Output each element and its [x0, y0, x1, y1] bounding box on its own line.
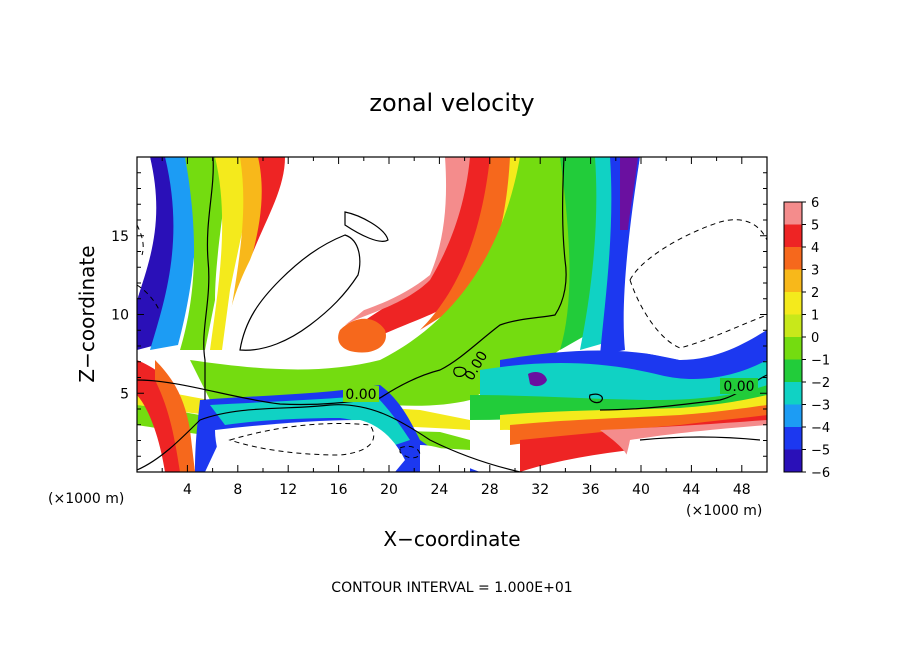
x-tick-label-7: 32 [531, 482, 549, 498]
y-tick-label-2: 15 [111, 229, 129, 245]
void-left-upper [137, 157, 155, 300]
zero-contour-main [137, 157, 567, 406]
colorbar-swatch-2 [784, 247, 802, 270]
colorbar-swatch-8 [784, 382, 802, 405]
colorbar-label-5: 1 [811, 309, 819, 324]
zero-contour-void-upper [239, 234, 361, 351]
colorbar-label-10: −4 [811, 421, 830, 436]
contour-lines [137, 157, 767, 472]
colorbar-swatch-4 [784, 292, 802, 315]
colorbar-label-8: −2 [811, 376, 830, 391]
colorbar-label-7: −1 [811, 354, 830, 369]
colorbar-swatch-11 [784, 449, 802, 472]
x-tick-label-3: 16 [330, 482, 348, 498]
neg-contour-lower-mid [399, 445, 421, 459]
contour-label-2: 0.00 [723, 379, 754, 395]
x-axis-label: X−coordinate [383, 527, 520, 551]
x-tick-label-6: 28 [481, 482, 499, 498]
colorbar-label-1: 5 [811, 219, 819, 234]
void-lower-mid [420, 445, 470, 472]
void-lower-left [215, 420, 405, 472]
colorbar-swatch-9 [784, 404, 802, 427]
field-mid-purple-spot [528, 372, 547, 387]
colorbar-label-2: 4 [811, 241, 819, 256]
field-mid-red-spot [338, 318, 386, 353]
colorbar-swatch-0 [784, 202, 802, 225]
colorbar-swatch-1 [784, 224, 802, 247]
neg-contour-left-top [137, 224, 144, 256]
colorbar-label-4: 2 [811, 286, 819, 301]
y-tick-label-1: 10 [111, 308, 129, 324]
contour-interval-text: CONTOUR INTERVAL = 1.000E+01 [331, 580, 572, 596]
contour-label-1: 0.00 [345, 387, 376, 403]
x-tick-label-11: 48 [733, 482, 751, 498]
colorbar-label-11: −5 [811, 444, 830, 459]
x-tick-label-2: 12 [279, 482, 297, 498]
field-right-purple [620, 157, 638, 230]
void-lower-right [620, 425, 767, 472]
chart-title: zonal velocity [369, 89, 534, 117]
x-tick-label-9: 40 [632, 482, 650, 498]
x-tick-label-4: 20 [380, 482, 398, 498]
colorbar-swatch-10 [784, 427, 802, 450]
field-center-orange [420, 157, 530, 330]
colorbar-swatch-7 [784, 359, 802, 382]
x-tick-label-0: 4 [183, 482, 192, 498]
x-unit-label-right: (×1000 m) [686, 503, 762, 519]
x-tick-label-1: 8 [233, 482, 242, 498]
y-axis-label: Z−coordinate [75, 245, 99, 382]
colorbar-label-9: −3 [811, 399, 830, 414]
field-lowleft-cyan [210, 395, 410, 445]
zero-contour-lower-right [639, 436, 761, 441]
neg-contour-upper-right [629, 219, 767, 349]
field-center-red [340, 157, 520, 345]
colorbar-label-6: 0 [811, 331, 819, 346]
field-left-cyan [150, 157, 205, 350]
zero-contour-lower [137, 404, 521, 472]
neg-contour-left-edge [137, 284, 161, 313]
x-unit-label-left: (×1000 m) [48, 491, 124, 507]
zero-contour-left [203, 157, 214, 400]
x-tick-label-8: 36 [582, 482, 600, 498]
zero-contour-small-mid [453, 366, 467, 377]
dashed-contours [137, 219, 767, 459]
colorbar-label-3: 3 [811, 264, 819, 279]
field-left-green [180, 157, 230, 350]
colorbar-swatch-6 [784, 337, 802, 360]
y-tick-label-0: 5 [120, 386, 129, 402]
void-right-upper [628, 157, 767, 360]
field-lowleft-orange [155, 360, 195, 472]
zero-contour-small [344, 211, 389, 242]
zero-contour-small-right [589, 393, 603, 404]
colorbar-label-0: 6 [811, 196, 819, 211]
colorbar-swatch-3 [784, 269, 802, 292]
x-tick-label-10: 44 [682, 482, 700, 498]
colorbar-swatch-5 [784, 314, 802, 337]
colorbar: 6 5 4 3 2 1 0 −1 −2 −3 −4 −5 −6 [783, 196, 830, 481]
void-upper-mid [225, 157, 447, 355]
neg-contour-lower-left [228, 423, 375, 456]
x-tick-label-5: 24 [430, 482, 448, 498]
velocity-field [137, 157, 767, 472]
field-mid-green [190, 157, 590, 406]
colorbar-label-12: −6 [811, 466, 830, 481]
